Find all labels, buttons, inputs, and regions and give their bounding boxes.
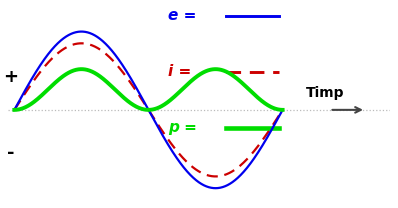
Text: p =: p = [168, 120, 197, 135]
Text: -: - [7, 144, 15, 162]
Text: i =: i = [168, 64, 192, 79]
Text: Timp: Timp [306, 87, 345, 100]
Text: e =: e = [168, 8, 197, 23]
Text: +: + [4, 68, 18, 86]
